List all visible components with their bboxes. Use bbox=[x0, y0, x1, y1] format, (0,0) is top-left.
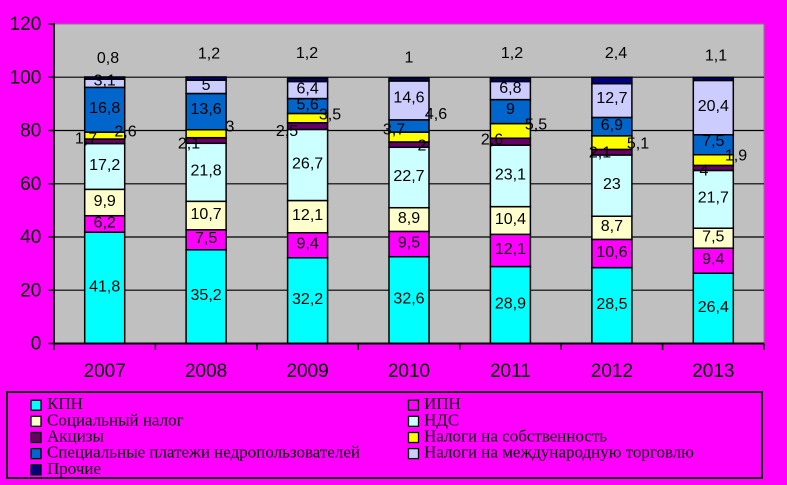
svg-text:10,7: 10,7 bbox=[191, 206, 222, 223]
svg-text:ИПН: ИПН bbox=[424, 394, 461, 413]
svg-text:9,5: 9,5 bbox=[398, 235, 420, 252]
svg-text:5,5: 5,5 bbox=[525, 117, 547, 134]
svg-text:9,4: 9,4 bbox=[702, 251, 724, 268]
svg-text:Налоги на международную торгов: Налоги на международную торговлю bbox=[424, 443, 694, 462]
svg-text:12,7: 12,7 bbox=[596, 90, 627, 107]
svg-text:9,4: 9,4 bbox=[296, 236, 318, 253]
svg-text:13,6: 13,6 bbox=[191, 101, 222, 118]
svg-text:6,9: 6,9 bbox=[601, 117, 623, 134]
svg-text:60: 60 bbox=[20, 174, 41, 195]
svg-text:3,1: 3,1 bbox=[94, 72, 116, 89]
svg-text:26,7: 26,7 bbox=[292, 155, 323, 172]
svg-text:32,2: 32,2 bbox=[292, 291, 323, 308]
svg-text:1: 1 bbox=[405, 50, 414, 67]
svg-text:35,2: 35,2 bbox=[191, 287, 222, 304]
svg-text:2010: 2010 bbox=[388, 361, 430, 382]
svg-text:40: 40 bbox=[20, 227, 41, 248]
svg-text:120: 120 bbox=[10, 14, 42, 35]
svg-text:КПН: КПН bbox=[47, 394, 83, 413]
svg-text:5: 5 bbox=[202, 77, 211, 94]
svg-text:22,7: 22,7 bbox=[393, 168, 424, 185]
svg-text:23,1: 23,1 bbox=[495, 166, 526, 183]
svg-text:26,4: 26,4 bbox=[698, 299, 729, 316]
svg-text:2013: 2013 bbox=[692, 361, 734, 382]
svg-text:2,5: 2,5 bbox=[276, 123, 298, 140]
svg-text:0: 0 bbox=[31, 334, 42, 355]
svg-text:НДС: НДС bbox=[424, 410, 459, 429]
svg-text:6,2: 6,2 bbox=[94, 214, 116, 231]
svg-text:7,5: 7,5 bbox=[702, 133, 724, 150]
svg-text:2,6: 2,6 bbox=[481, 132, 503, 149]
svg-text:2008: 2008 bbox=[185, 361, 227, 382]
svg-text:41,8: 41,8 bbox=[89, 278, 120, 295]
svg-text:2,4: 2,4 bbox=[605, 45, 627, 62]
svg-text:0,8: 0,8 bbox=[97, 50, 119, 67]
svg-text:2011: 2011 bbox=[490, 361, 531, 382]
svg-text:3,7: 3,7 bbox=[383, 122, 405, 139]
svg-text:21,8: 21,8 bbox=[191, 163, 222, 180]
svg-text:2009: 2009 bbox=[286, 361, 328, 382]
svg-text:3: 3 bbox=[226, 119, 235, 136]
svg-text:12,1: 12,1 bbox=[495, 241, 526, 258]
svg-text:5,6: 5,6 bbox=[296, 96, 318, 113]
svg-text:9: 9 bbox=[506, 101, 515, 118]
svg-text:10,6: 10,6 bbox=[596, 244, 627, 261]
svg-text:Акцизы: Акцизы bbox=[47, 427, 104, 446]
svg-text:1,2: 1,2 bbox=[198, 46, 220, 63]
svg-text:80: 80 bbox=[20, 121, 41, 142]
svg-text:Социальный налог: Социальный налог bbox=[47, 410, 184, 429]
svg-text:6,8: 6,8 bbox=[499, 80, 521, 97]
svg-text:9,9: 9,9 bbox=[94, 193, 116, 210]
svg-text:1,1: 1,1 bbox=[705, 48, 727, 65]
svg-text:2012: 2012 bbox=[591, 361, 633, 382]
svg-text:1,2: 1,2 bbox=[501, 45, 523, 62]
svg-text:Прочие: Прочие bbox=[47, 459, 101, 478]
svg-text:6,4: 6,4 bbox=[296, 80, 318, 97]
svg-text:100: 100 bbox=[10, 68, 42, 89]
svg-text:8,7: 8,7 bbox=[601, 218, 623, 235]
svg-text:4: 4 bbox=[700, 163, 709, 180]
svg-text:Налоги на собственность: Налоги на собственность bbox=[424, 427, 607, 446]
svg-text:2: 2 bbox=[418, 138, 427, 155]
svg-text:5,1: 5,1 bbox=[627, 136, 649, 153]
svg-text:2,1: 2,1 bbox=[589, 145, 611, 162]
svg-text:28,5: 28,5 bbox=[596, 296, 627, 313]
svg-text:28,9: 28,9 bbox=[495, 295, 526, 312]
svg-text:8,9: 8,9 bbox=[398, 210, 420, 227]
svg-text:2,6: 2,6 bbox=[114, 124, 136, 141]
svg-text:14,6: 14,6 bbox=[393, 89, 424, 106]
svg-text:32,6: 32,6 bbox=[393, 291, 424, 308]
svg-text:12,1: 12,1 bbox=[292, 207, 323, 224]
svg-text:20,4: 20,4 bbox=[698, 98, 729, 115]
svg-text:3,5: 3,5 bbox=[319, 107, 341, 124]
svg-text:21,7: 21,7 bbox=[698, 190, 729, 207]
svg-text:20: 20 bbox=[20, 280, 41, 301]
svg-text:4,6: 4,6 bbox=[425, 106, 447, 123]
svg-text:Специальные платежи недропольз: Специальные платежи недропользователей bbox=[47, 443, 360, 462]
svg-text:23: 23 bbox=[603, 176, 621, 193]
svg-text:2007: 2007 bbox=[84, 361, 126, 382]
svg-text:10,4: 10,4 bbox=[495, 211, 526, 228]
svg-text:2,1: 2,1 bbox=[178, 136, 200, 153]
svg-text:1,9: 1,9 bbox=[725, 148, 747, 165]
svg-text:16,8: 16,8 bbox=[89, 100, 120, 117]
svg-text:7,5: 7,5 bbox=[702, 229, 724, 246]
svg-text:17,2: 17,2 bbox=[89, 157, 120, 174]
svg-text:7,5: 7,5 bbox=[195, 230, 217, 247]
svg-text:1,2: 1,2 bbox=[296, 45, 318, 62]
svg-text:1,7: 1,7 bbox=[75, 131, 97, 148]
